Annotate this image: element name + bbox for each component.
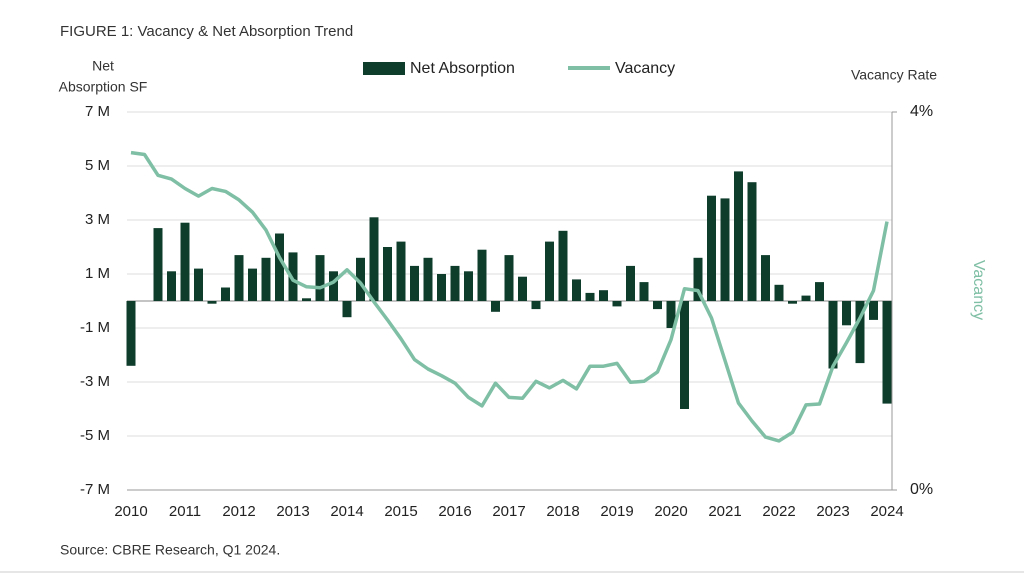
bar	[194, 268, 203, 301]
bar	[626, 265, 635, 301]
y-tick-label: -7 M	[80, 481, 110, 498]
bar	[612, 301, 622, 307]
bar	[882, 301, 892, 404]
x-tick-label: 2016	[438, 503, 471, 520]
bar	[828, 301, 838, 369]
bar	[693, 257, 703, 301]
legend-label: Vacancy	[615, 60, 675, 77]
bar	[545, 241, 554, 301]
x-tick-label: 2017	[492, 503, 525, 520]
x-tick-label: 2012	[222, 503, 255, 520]
x-tick-label: 2011	[169, 503, 201, 520]
y-tick-label: 5 M	[85, 157, 110, 174]
bar	[383, 247, 392, 301]
bar	[504, 255, 514, 301]
bar	[707, 195, 716, 301]
x-tick-label: 2019	[600, 503, 633, 520]
bar	[720, 198, 730, 301]
bar	[653, 301, 662, 310]
bar	[261, 257, 271, 301]
chart-title: FIGURE 1: Vacancy & Net Absorption Trend	[60, 23, 353, 40]
y-tick-label: -1 M	[80, 319, 110, 336]
x-tick-label: 2010	[114, 503, 147, 520]
bar	[531, 301, 541, 310]
bar	[369, 217, 379, 301]
bar	[450, 265, 460, 301]
bar	[761, 255, 770, 301]
line	[130, 150, 889, 443]
y-axis-label: Net	[92, 58, 114, 74]
bar	[153, 228, 163, 301]
bar	[734, 171, 743, 301]
bar	[639, 282, 649, 301]
y-tick-label: 7 M	[85, 103, 110, 120]
bar	[248, 268, 257, 301]
legend-swatch	[363, 62, 405, 75]
bar	[234, 255, 244, 301]
y-tick-label: 1 M	[85, 265, 110, 282]
x-tick-label: 2015	[384, 503, 417, 520]
bar	[477, 249, 487, 301]
bar	[572, 279, 581, 301]
y-tick-label: -5 M	[80, 427, 110, 444]
x-tick-label: 2013	[276, 503, 309, 520]
y-tick-label: 3 M	[85, 211, 110, 228]
source-note: Source: CBRE Research, Q1 2024.	[60, 542, 280, 558]
bar	[207, 301, 217, 304]
y2-tick-label: 4%	[910, 103, 933, 120]
x-tick-label: 2022	[762, 503, 795, 520]
bar	[518, 276, 527, 301]
bar	[410, 265, 419, 301]
x-tick-label: 2023	[816, 503, 849, 520]
bar	[396, 241, 406, 301]
x-tick-label: 2018	[546, 503, 579, 520]
bar	[855, 301, 865, 364]
bar	[666, 301, 676, 328]
bar	[464, 271, 473, 301]
x-tick-label: 2021	[708, 503, 741, 520]
y-tick-label: -3 M	[80, 373, 110, 390]
y-axis-label: Absorption SF	[59, 79, 148, 95]
bar	[275, 233, 284, 301]
bar	[491, 301, 500, 312]
bar	[180, 222, 190, 301]
y2-axis-title: Vacancy	[970, 260, 987, 320]
bar	[288, 252, 298, 301]
legend-label: Net Absorption	[410, 60, 515, 77]
bar	[815, 282, 824, 301]
bar	[869, 301, 878, 320]
bar	[599, 290, 608, 301]
x-tick-label: 2014	[330, 503, 363, 520]
bar	[167, 271, 176, 301]
y2-axis-label: Vacancy Rate	[851, 67, 937, 83]
bar	[437, 274, 446, 301]
x-tick-label: 2024	[870, 503, 903, 520]
bar	[302, 298, 311, 301]
bar	[774, 284, 784, 301]
x-tick-label: 2020	[654, 503, 687, 520]
bar	[126, 301, 136, 366]
bar	[315, 255, 325, 301]
bar	[842, 301, 851, 326]
bar	[788, 301, 797, 304]
bar	[329, 271, 338, 301]
bar	[423, 257, 433, 301]
y2-tick-label: 0%	[910, 481, 933, 498]
bar	[356, 257, 365, 301]
bar	[680, 301, 689, 409]
bar	[801, 295, 811, 301]
bar	[221, 287, 230, 301]
bar	[342, 301, 352, 318]
bar	[747, 182, 757, 301]
bar	[585, 292, 595, 301]
bar	[558, 230, 568, 301]
